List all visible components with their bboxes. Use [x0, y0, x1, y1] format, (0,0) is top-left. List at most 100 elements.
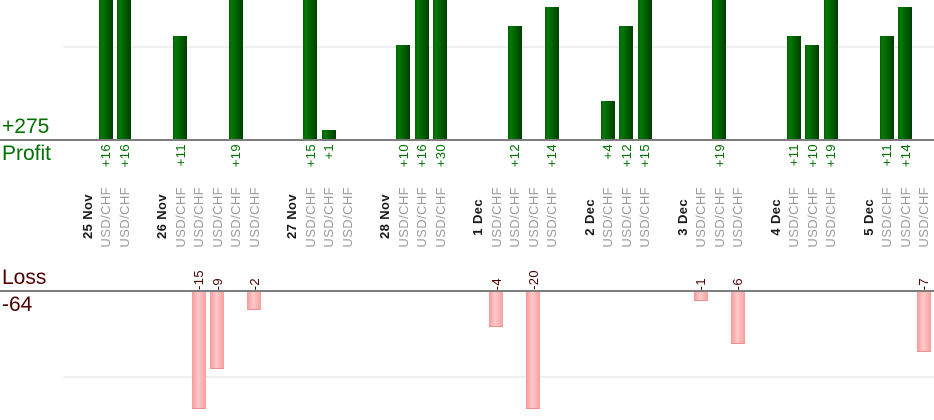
date-group: 25 Nov +16 USD/CHF +16 USD/CHF — [78, 0, 134, 420]
loss-axis-label: Loss — [2, 266, 47, 289]
profit-value-label: +19 — [823, 144, 839, 168]
profit-bar — [507, 26, 522, 139]
date-label: 1 Dec — [470, 198, 486, 236]
chart-slot: +15 USD/CHF — [636, 0, 655, 420]
loss-bar — [191, 292, 206, 409]
chart-slot: USD/CHF -1 — [692, 0, 711, 420]
profit-value-label: +14 — [544, 144, 560, 168]
profit-bar — [321, 130, 336, 139]
loss-total-label: -64 — [2, 293, 33, 316]
date-label: 25 Nov — [79, 194, 95, 240]
profit-bar — [173, 36, 187, 139]
chart-slot: +16 USD/CHF — [413, 0, 432, 420]
profit-value-label: +11 — [879, 144, 895, 167]
profit-value-label: +16 — [98, 144, 114, 168]
instrument-label: USD/CHF — [544, 186, 560, 248]
chart-slot: 1 Dec — [469, 0, 488, 420]
chart-slot: +19 USD/CHF — [822, 0, 841, 420]
instrument-label: USD/CHF — [823, 186, 839, 248]
profit-gridline — [63, 46, 934, 48]
chart-slot: +10 USD/CHF — [394, 0, 413, 420]
profit-bar — [619, 26, 633, 139]
chart-slot: USD/CHF -15 — [190, 0, 209, 420]
chart-slot: +14 USD/CHF — [896, 0, 915, 420]
profit-value-label: +16 — [116, 144, 132, 168]
profit-value-label: +12 — [618, 144, 634, 168]
profit-bar — [303, 0, 317, 139]
profit-value-label: +15 — [637, 144, 653, 168]
instrument-label: USD/CHF — [637, 186, 653, 248]
instrument-label: USD/CHF — [711, 186, 727, 248]
chart-slot: USD/CHF — [338, 0, 357, 420]
date-label: 3 Dec — [674, 198, 690, 236]
profit-bar — [823, 0, 838, 139]
profit-axis-line — [0, 139, 934, 141]
profit-value-label: +15 — [302, 144, 318, 168]
profit-bar — [600, 101, 615, 139]
date-group: 1 Dec USD/CHF -4 +12 USD/CHF USD/CHF -20 +14 USD… — [469, 0, 562, 420]
profit-value-label: +1 — [321, 144, 337, 160]
profit-bar — [898, 7, 912, 139]
loss-bar — [247, 292, 261, 310]
profit-bar — [414, 0, 429, 139]
instrument-label: USD/CHF — [693, 186, 709, 248]
date-group: 26 Nov +11 USD/CHF USD/CHF -15 USD/CHF -9 +19 US… — [153, 0, 264, 420]
chart-slot: +16 USD/CHF — [97, 0, 116, 420]
loss-bar — [916, 292, 931, 352]
chart-slot: USD/CHF -2 — [245, 0, 264, 420]
profit-value-label: +30 — [432, 144, 448, 168]
date-label: 2 Dec — [581, 198, 597, 236]
loss-value-label: -4 — [488, 277, 504, 290]
profit-bar — [117, 0, 131, 139]
instrument-label: USD/CHF — [897, 186, 913, 248]
chart-slot: 3 Dec — [673, 0, 692, 420]
profit-bar — [805, 45, 819, 139]
loss-value-label: -20 — [525, 270, 541, 290]
date-group: 28 Nov +10 USD/CHF +16 USD/CHF +30 USD/CHF — [376, 0, 450, 420]
chart-slot: +1 USD/CHF — [320, 0, 339, 420]
instrument-label: USD/CHF — [618, 186, 634, 248]
instrument-label: USD/CHF — [191, 186, 207, 248]
instrument-label: USD/CHF — [116, 186, 132, 248]
chart-slot: +4 USD/CHF — [599, 0, 618, 420]
profit-bar — [879, 36, 894, 139]
date-label: 26 Nov — [154, 194, 170, 240]
profit-value-label: +10 — [395, 144, 411, 168]
instrument-label: USD/CHF — [507, 186, 523, 248]
date-group: 5 Dec +11 USD/CHF +14 USD/CHF USD/CHF -7 — [859, 0, 933, 420]
loss-bar — [730, 292, 745, 344]
profit-bar — [544, 7, 559, 139]
instrument-label: USD/CHF — [414, 186, 430, 248]
instrument-label: USD/CHF — [488, 186, 504, 248]
profit-total-label: +275 — [2, 115, 50, 138]
chart-slot: +30 USD/CHF — [431, 0, 450, 420]
chart-slot: +12 USD/CHF — [617, 0, 636, 420]
instrument-label: USD/CHF — [172, 186, 188, 248]
date-label: 28 Nov — [377, 194, 393, 240]
chart-slot: +12 USD/CHF — [506, 0, 525, 420]
loss-bar — [489, 292, 503, 327]
date-group: 4 Dec +11 USD/CHF +10 USD/CHF +19 USD/CHF — [766, 0, 840, 420]
profit-bar — [637, 0, 652, 139]
instrument-label: USD/CHF — [228, 186, 244, 248]
date-group: 2 Dec +4 USD/CHF +12 USD/CHF +15 USD/CHF — [580, 0, 654, 420]
instrument-label: USD/CHF — [209, 186, 225, 248]
chart-slot: +10 USD/CHF — [803, 0, 822, 420]
instrument-label: USD/CHF — [916, 186, 932, 248]
profit-bar — [98, 0, 113, 139]
loss-value-label: -7 — [916, 277, 932, 290]
date-group: 27 Nov +15 USD/CHF +1 USD/CHF USD/CHF — [283, 0, 357, 420]
profit-value-label: +19 — [711, 144, 727, 168]
chart-slot: +14 USD/CHF — [543, 0, 562, 420]
instrument-label: USD/CHF — [879, 186, 895, 248]
instrument-label: USD/CHF — [246, 186, 262, 248]
profit-value-label: +16 — [414, 144, 430, 168]
profit-bar — [433, 0, 447, 139]
instrument-label: USD/CHF — [600, 186, 616, 248]
chart-slot: 27 Nov — [283, 0, 302, 420]
chart-slot: +19 USD/CHF — [710, 0, 729, 420]
profit-bar — [786, 36, 801, 139]
profit-value-label: +10 — [804, 144, 820, 168]
chart-slot: +11 USD/CHF — [878, 0, 897, 420]
